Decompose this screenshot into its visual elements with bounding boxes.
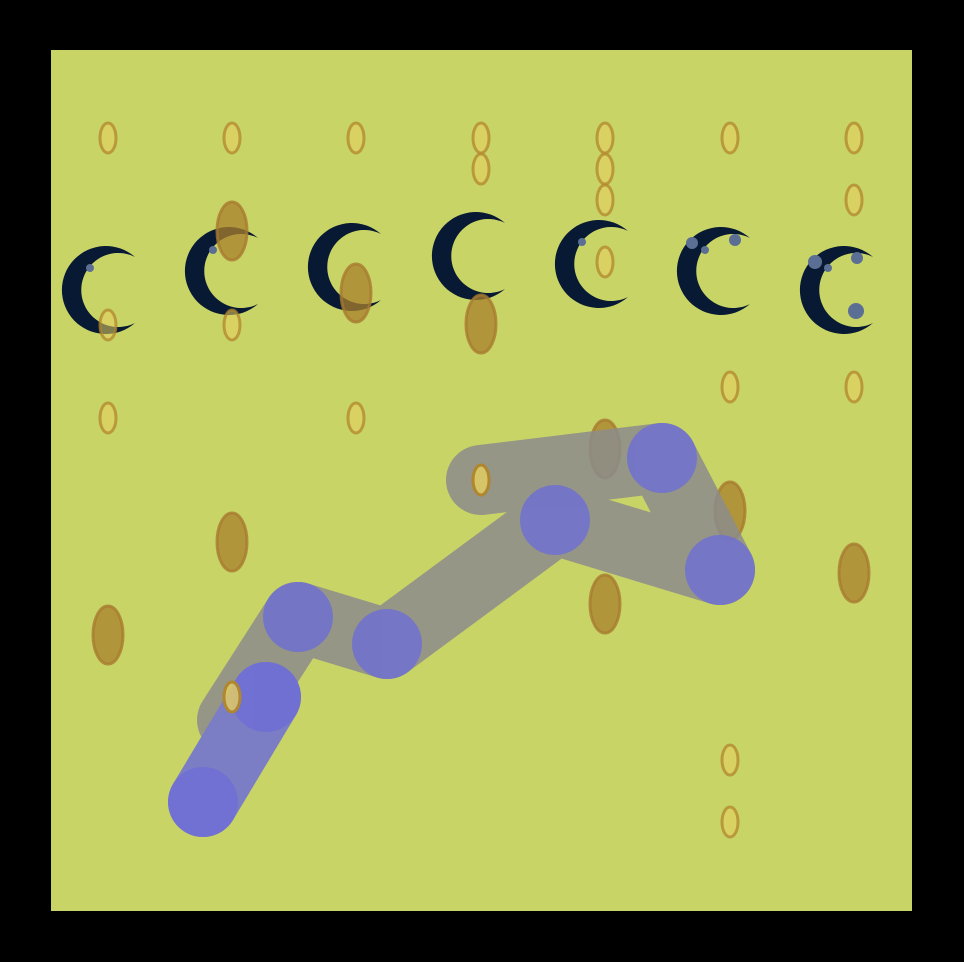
small-oval xyxy=(471,121,491,155)
small-oval xyxy=(346,401,366,435)
moon-dot xyxy=(808,255,822,269)
large-oval xyxy=(837,542,871,604)
crescent-shape xyxy=(184,227,258,315)
small-oval xyxy=(98,308,118,342)
moon-row xyxy=(61,212,873,334)
moon-dot xyxy=(86,264,94,272)
small-oval xyxy=(346,121,366,155)
moon-dot xyxy=(851,252,863,264)
small-oval xyxy=(222,680,242,714)
moon-6 xyxy=(676,227,750,315)
large-oval xyxy=(215,200,249,262)
bar-joint xyxy=(352,609,422,679)
crescent-shape xyxy=(431,212,505,300)
bar-joint xyxy=(627,423,697,493)
bar-joint xyxy=(685,535,755,605)
large-oval xyxy=(339,262,373,324)
small-oval xyxy=(595,121,615,155)
small-oval xyxy=(844,183,864,217)
moon-dot xyxy=(209,246,217,254)
small-oval xyxy=(844,121,864,155)
moon-dot xyxy=(824,264,832,272)
crescent-shape xyxy=(61,246,135,334)
small-oval xyxy=(844,370,864,404)
moon-dot xyxy=(578,238,586,246)
large-oval xyxy=(215,511,249,573)
small-oval xyxy=(222,121,242,155)
small-oval xyxy=(595,152,615,186)
small-oval xyxy=(471,463,491,497)
moon-5 xyxy=(554,220,628,308)
small-oval xyxy=(98,401,118,435)
crescent-shape xyxy=(554,220,628,308)
bar-joint xyxy=(168,767,238,837)
small-oval xyxy=(222,308,242,342)
bar-joint xyxy=(231,662,301,732)
crescent-shape xyxy=(676,227,750,315)
moon-2 xyxy=(184,227,258,315)
moon-dot xyxy=(848,303,864,319)
small-oval xyxy=(720,370,740,404)
moon-dot xyxy=(701,246,709,254)
small-oval xyxy=(471,152,491,186)
moon-1 xyxy=(61,246,135,334)
moon-3 xyxy=(307,223,381,311)
bar-joint xyxy=(263,582,333,652)
large-oval xyxy=(91,604,125,666)
bar-joints xyxy=(168,423,755,837)
small-oval xyxy=(98,121,118,155)
moon-4 xyxy=(431,212,505,300)
moon-dot xyxy=(729,234,741,246)
moon-7 xyxy=(799,246,873,334)
small-oval xyxy=(595,245,615,279)
small-oval xyxy=(720,805,740,839)
large-oval xyxy=(588,573,622,635)
small-oval xyxy=(595,183,615,217)
moon-dot xyxy=(686,237,698,249)
small-oval xyxy=(720,743,740,777)
large-oval xyxy=(464,293,498,355)
bar-joint xyxy=(520,485,590,555)
small-oval xyxy=(720,121,740,155)
crescent-shape xyxy=(307,223,381,311)
